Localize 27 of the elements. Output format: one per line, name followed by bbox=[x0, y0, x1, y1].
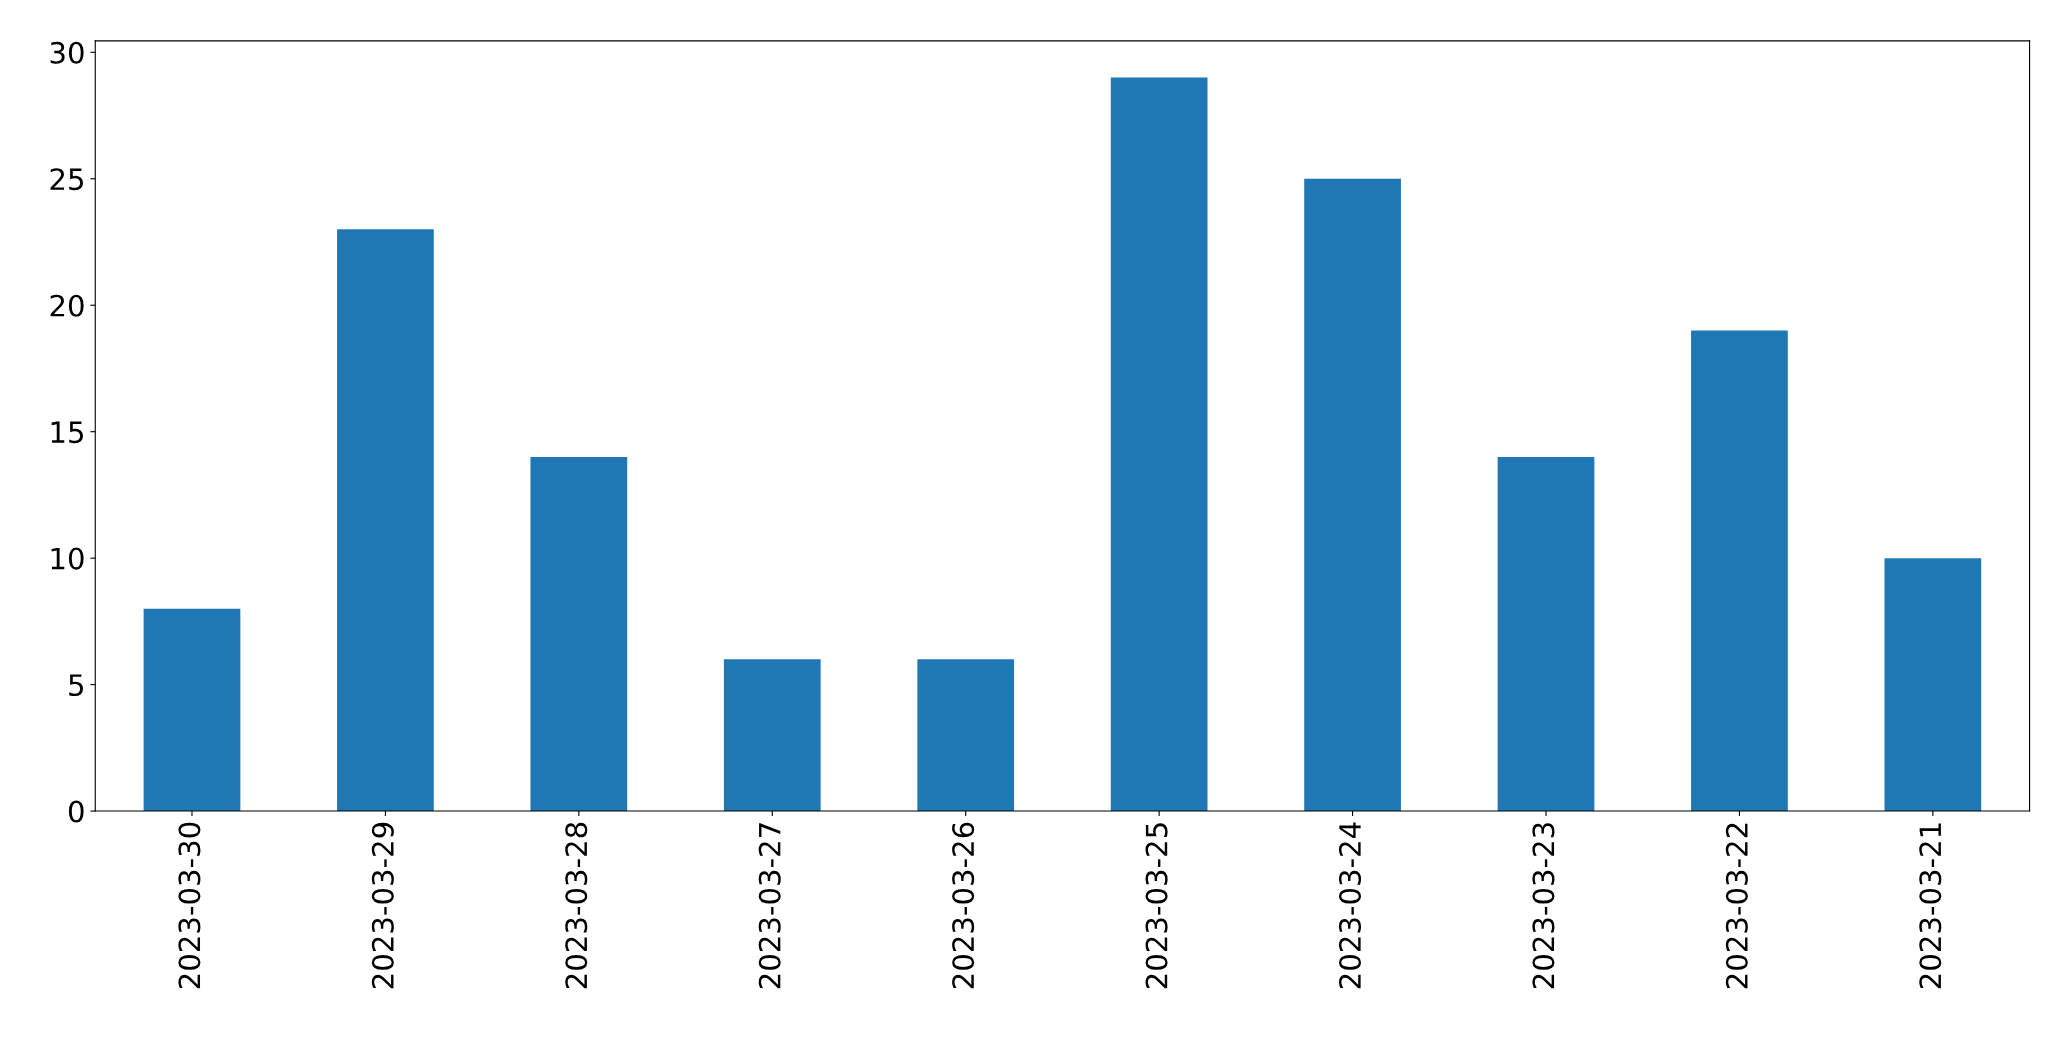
x-tick-label: 2023-03-26 bbox=[952, 822, 975, 989]
bar bbox=[723, 659, 821, 812]
bar bbox=[143, 608, 241, 812]
y-tick-label: 5 bbox=[69, 674, 83, 697]
bar bbox=[1691, 330, 1788, 812]
x-tick-label: 2023-03-30 bbox=[178, 822, 201, 989]
bar bbox=[917, 659, 1015, 812]
bar bbox=[1110, 77, 1208, 812]
bar bbox=[337, 229, 434, 812]
x-tick-label: 2023-03-27 bbox=[758, 823, 781, 989]
bar bbox=[1497, 456, 1595, 812]
y-tick-label: 0 bbox=[68, 800, 84, 823]
x-tick-label: 2023-03-28 bbox=[565, 822, 588, 989]
x-tick-label: 2023-03-29 bbox=[371, 822, 394, 989]
x-tick-label: 2023-03-23 bbox=[1532, 823, 1555, 989]
y-tick-label: 25 bbox=[50, 168, 83, 191]
bar bbox=[1304, 178, 1401, 812]
x-tick-label: 2023-03-25 bbox=[1145, 823, 1168, 989]
bar bbox=[530, 456, 628, 812]
x-tick-label: 2023-03-22 bbox=[1725, 823, 1748, 989]
y-tick-label: 30 bbox=[50, 41, 84, 64]
y-tick-label: 15 bbox=[51, 421, 83, 444]
x-tick-label: 2023-03-21 bbox=[1919, 823, 1942, 989]
bar bbox=[1884, 558, 1982, 812]
y-tick-label: 10 bbox=[51, 547, 84, 570]
y-tick-label: 20 bbox=[50, 294, 84, 317]
x-tick-label: 2023-03-24 bbox=[1338, 822, 1362, 989]
